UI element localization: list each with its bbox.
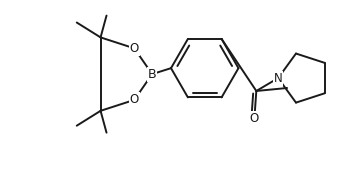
- Text: B: B: [148, 68, 157, 81]
- Text: O: O: [250, 112, 259, 125]
- Text: N: N: [274, 72, 282, 85]
- Text: O: O: [130, 93, 139, 106]
- Text: O: O: [130, 42, 139, 55]
